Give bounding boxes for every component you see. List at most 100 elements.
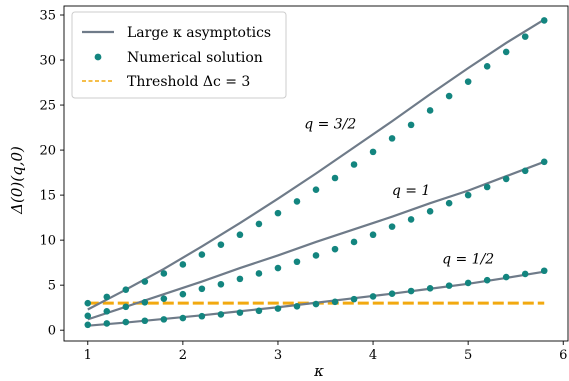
numerical-point [103, 320, 111, 327]
numerical-point [236, 309, 244, 316]
y-tick-label: 30 [39, 54, 56, 69]
curve-annotation: q = 3/2 [304, 116, 356, 132]
numerical-point [312, 252, 320, 259]
numerical-point [483, 183, 491, 191]
numerical-point [483, 63, 491, 70]
numerical-point [293, 303, 301, 310]
curve-annotation: q = 1 [392, 183, 431, 199]
asymptotic-curve-q-1 [87, 160, 545, 321]
numerical-point [274, 305, 282, 312]
x-tick-label: 4 [369, 348, 377, 363]
numerical-point [179, 314, 187, 322]
numerical-point [122, 318, 130, 326]
numerical-point [445, 92, 453, 100]
numerical-point [502, 273, 510, 281]
legend-label-threshold: Threshold Δc = 3 [127, 74, 250, 90]
y-tick-label: 5 [48, 279, 56, 294]
numerical-point [388, 223, 396, 230]
numerical-point [407, 121, 415, 129]
numerical-point [407, 216, 415, 223]
numerical-point [160, 270, 168, 277]
numerical-point [217, 280, 225, 288]
numerical-point [236, 275, 244, 283]
legend-label-asymptotics: Large κ asymptotics [127, 25, 271, 41]
y-tick-label: 15 [39, 189, 56, 204]
numerical-point [464, 279, 472, 287]
numerical-point [103, 293, 111, 301]
numerical-point [255, 270, 263, 277]
numerical-point [255, 307, 263, 315]
numerical-point [464, 191, 472, 199]
y-tick-label: 0 [48, 324, 56, 339]
numerical-point [369, 148, 377, 156]
numerical-point [293, 258, 301, 266]
numerical-point [122, 303, 130, 311]
y-tick-label: 35 [39, 9, 56, 24]
y-tick-label: 20 [39, 144, 56, 159]
legend: Large κ asymptotics Numerical solution T… [71, 11, 287, 99]
numerical-point [369, 231, 377, 239]
numerical-point [426, 107, 434, 114]
numerical-point [198, 251, 206, 258]
numerical-point [521, 167, 529, 175]
legend-box [71, 11, 287, 99]
points-layer [84, 17, 548, 329]
numerical-point [369, 293, 377, 300]
numerical-point [217, 311, 225, 318]
numerical-point [274, 209, 282, 217]
y-tick-label: 25 [39, 99, 56, 114]
legend-label-numerical: Numerical solution [127, 50, 263, 66]
numerical-point [198, 285, 206, 293]
numerical-point [445, 199, 453, 207]
numerical-point [255, 220, 263, 228]
numerical-point [84, 299, 92, 307]
numerical-point [540, 158, 548, 166]
numerical-point [350, 238, 358, 246]
numerical-point [540, 267, 548, 275]
numerical-point [350, 161, 358, 168]
numerical-point [388, 290, 396, 298]
plot-frame [63, 5, 569, 342]
numerical-point [236, 231, 244, 239]
numerical-point [160, 316, 168, 323]
numerical-point [331, 245, 339, 253]
numerical-point [217, 241, 225, 248]
y-axis-label: Δ(0)(q,0) [8, 146, 26, 215]
numerical-point [84, 321, 92, 329]
numerical-point [274, 264, 282, 272]
x-axis-label: κ [313, 362, 324, 380]
numerical-point [198, 312, 206, 320]
numerical-point [464, 78, 472, 85]
numerical-point [331, 174, 339, 182]
numerical-point [426, 285, 434, 292]
annotations: q = 3/2 q = 1 q = 1/2 [304, 116, 494, 267]
numerical-point [160, 295, 168, 302]
asymptotic-curve-q-1-2 [87, 270, 545, 327]
numerical-point [521, 270, 529, 278]
x-tick-label: 6 [559, 348, 567, 363]
numerical-point [141, 278, 149, 285]
asymptotic-curve-q-3-2 [87, 18, 545, 311]
curve-annotation: q = 1/2 [442, 252, 494, 268]
numerical-point [179, 261, 187, 268]
x-tick-label: 2 [179, 348, 187, 363]
numerical-point [103, 307, 111, 315]
numerical-point [293, 198, 301, 205]
x-tick-label: 3 [274, 348, 282, 363]
numerical-point [312, 300, 320, 308]
axes-layer: 1 2 3 4 5 6 0 5 10 15 20 25 30 35 [39, 5, 569, 363]
numerical-point [483, 276, 491, 284]
numerical-point [350, 295, 358, 303]
numerical-point [84, 312, 92, 320]
numerical-point [331, 298, 339, 306]
numerical-point [502, 175, 510, 183]
numerical-point [407, 287, 415, 295]
numerical-point [521, 33, 529, 40]
numerical-point [179, 290, 187, 298]
x-tick-label: 1 [84, 348, 92, 363]
legend-marker-swatch [94, 53, 102, 61]
numerical-point [312, 186, 320, 194]
numerical-point [445, 282, 453, 289]
numerical-point [540, 17, 548, 24]
x-tick-label: 5 [464, 348, 472, 363]
